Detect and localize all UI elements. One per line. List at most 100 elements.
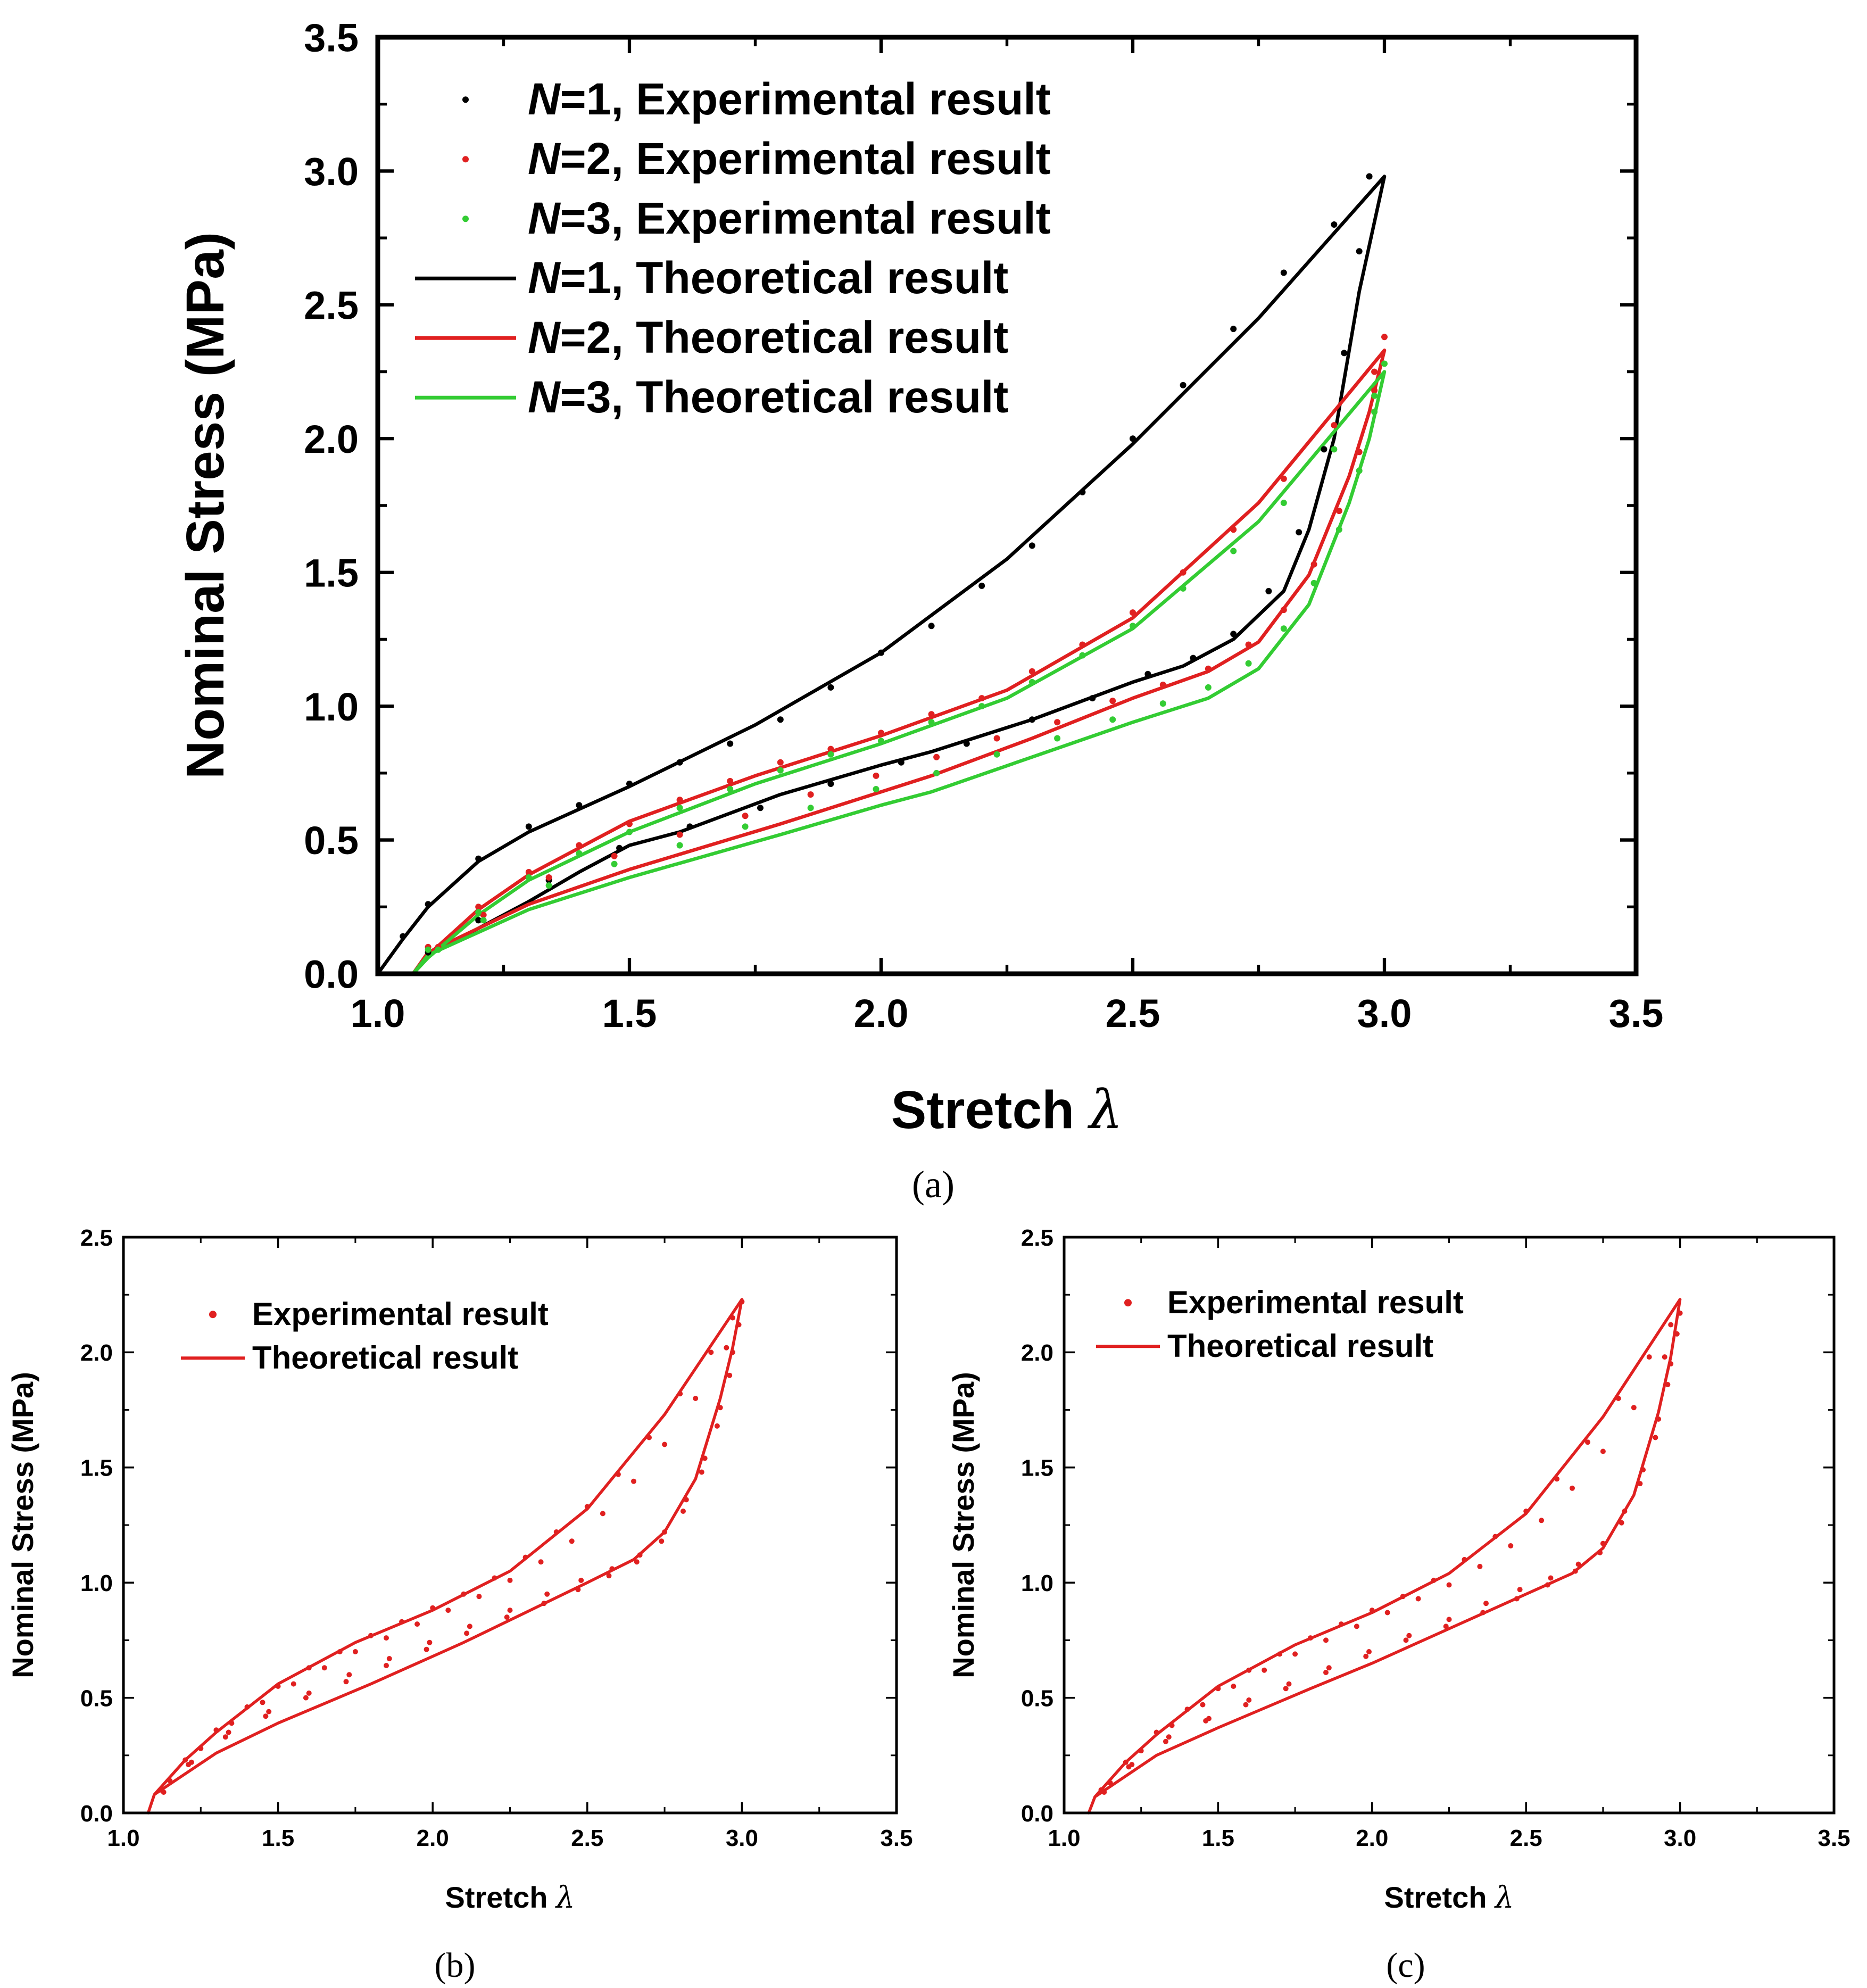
legend-prefix: N [528,253,561,303]
data-point-a-2 [777,767,784,774]
data-point-a-2 [978,703,985,710]
data-point-b-0 [730,1349,735,1355]
data-point-a-2 [525,874,532,881]
legend-entry-a: N=1, Theoretical result [528,253,1008,303]
data-point-b-0 [399,1619,405,1625]
data-point-c-1 [1539,1518,1545,1523]
panel-a-chart: 1.0 1.5 2.0 2.5 3.0 3.5 0.0 0.5 1.0 1.5 2.0 2.5 3.0 3… [176,16,1663,1206]
data-point-a-1 [928,711,935,718]
data-point-a-1 [993,735,1000,742]
data-point-c-1 [1323,1670,1329,1675]
data-point-c-0 [1154,1729,1159,1735]
y-axis-title-b: Nominal Stress (MPa) [6,1372,39,1678]
data-point-a-1 [1310,561,1317,568]
data-point-c-0 [1548,1575,1554,1581]
data-point-a-2 [727,786,734,792]
series-line-c-0 [1087,1298,1682,1815]
data-point-a-1 [576,842,583,849]
data-point-b-1 [724,1345,729,1351]
data-point-a-1 [1371,387,1378,394]
data-point-a-2 [1371,409,1378,415]
legend-label: Theoretical result [1167,1328,1433,1364]
data-point-c-1 [1665,1382,1671,1387]
data-point-c-1 [1514,1596,1520,1602]
data-point-b-1 [476,1594,482,1600]
data-point-a-1 [1130,609,1136,616]
data-point-b-1 [291,1681,296,1687]
series-line-a-1 [411,349,1387,976]
data-point-a-0 [626,781,633,787]
data-point-c-1 [1163,1738,1168,1744]
data-point-b-0 [677,1391,683,1397]
data-point-c-0 [1483,1601,1489,1606]
data-point-a-2 [425,946,432,953]
x-tick-label-a: 3.0 [1357,991,1412,1036]
y-tick-label-b: 2.5 [80,1225,113,1251]
x-tick-label-c: 1.0 [1048,1825,1080,1851]
data-point-b-0 [427,1639,433,1645]
data-point-a-1 [878,730,884,736]
data-point-a-0 [676,759,683,766]
data-point-b-1 [384,1663,389,1668]
data-point-c-0 [1446,1617,1452,1622]
data-point-c-0 [1286,1681,1292,1687]
data-point-c-0 [1166,1734,1172,1740]
data-point-b-0 [244,1704,250,1710]
data-point-c-1 [1600,1448,1606,1454]
data-point-b-1 [699,1469,704,1475]
data-point-a-2 [1054,735,1061,742]
data-point-a-0 [1230,326,1237,333]
data-point-c-1 [1200,1702,1206,1708]
data-point-c-0 [1517,1587,1523,1593]
data-point-a-1 [978,695,985,702]
data-point-b-0 [161,1790,167,1795]
data-point-a-0 [425,901,432,908]
legend-entry-a: N=3, Theoretical result [528,372,1008,422]
x-tick-label-b: 3.0 [726,1825,758,1851]
data-point-b-0 [646,1435,652,1440]
data-point-a-2 [928,719,935,726]
data-point-c-1 [1243,1702,1249,1708]
data-point-c-0 [1462,1556,1467,1562]
y-tick-label-a: 3.5 [304,16,359,60]
data-point-a-1 [1381,334,1388,341]
panel-b-chart: 1.0 1.5 2.0 2.5 3.0 3.5 0.0 0.5 1.0 1.5 2.0 2.5 Stre… [6,1225,913,1985]
data-point-a-1 [525,868,532,875]
x-tick-label-c: 3.0 [1664,1825,1696,1851]
data-point-c-0 [1184,1707,1190,1712]
data-point-a-0 [1341,350,1348,357]
x-axis-label-text: Stretch [445,1881,548,1914]
data-point-a-0 [1144,670,1151,677]
data-point-a-2 [475,909,482,916]
data-point-c-1 [1631,1405,1637,1411]
data-point-a-1 [1280,475,1287,482]
data-point-b-0 [615,1471,621,1477]
data-point-c-0 [1668,1361,1674,1366]
data-point-a-0 [1028,542,1035,549]
data-point-b-1 [229,1720,235,1726]
data-point-b-0 [739,1299,745,1305]
data-point-a-1 [807,791,814,798]
data-point-a-2 [873,786,879,792]
data-point-b-1 [167,1778,173,1784]
panel-caption-b: (b) [435,1946,476,1985]
y-axis-title-a: Nominal Stress (MPa) [176,232,235,779]
data-point-c-1 [1572,1568,1578,1574]
x-tick-label-b: 2.5 [571,1825,603,1851]
legend-entry-a: N=2, Theoretical result [528,312,1008,362]
data-point-a-0 [1280,269,1287,276]
x-tick-label-a: 1.5 [602,991,657,1036]
data-point-b-1 [631,1478,636,1484]
x-axis-symbol: λ [555,1881,575,1915]
legend-entry-c: Theoretical result [1167,1328,1433,1364]
legend-label: =2, Experimental result [560,134,1051,184]
data-point-b-0 [467,1623,472,1629]
data-point-a-1 [1280,607,1287,614]
data-point-a-0 [1130,435,1136,442]
x-axis-label-space [1487,1881,1495,1914]
data-point-a-2 [435,946,442,953]
data-point-a-1 [1180,569,1186,576]
data-point-a-0 [1089,695,1096,702]
data-point-a-2 [827,751,834,758]
data-point-b-0 [683,1497,689,1503]
